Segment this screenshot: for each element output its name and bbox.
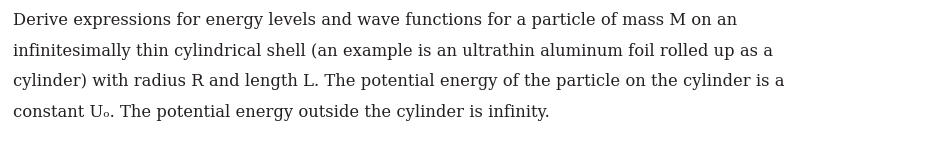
Text: Derive expressions for energy levels and wave functions for a particle of mass M: Derive expressions for energy levels and… (13, 12, 736, 29)
Text: constant Uₒ. The potential energy outside the cylinder is infinity.: constant Uₒ. The potential energy outsid… (13, 103, 549, 121)
Text: cylinder) with radius R and length L. The potential energy of the particle on th: cylinder) with radius R and length L. Th… (13, 73, 783, 90)
Text: infinitesimally thin cylindrical shell (an example is an ultrathin aluminum foil: infinitesimally thin cylindrical shell (… (13, 43, 772, 60)
